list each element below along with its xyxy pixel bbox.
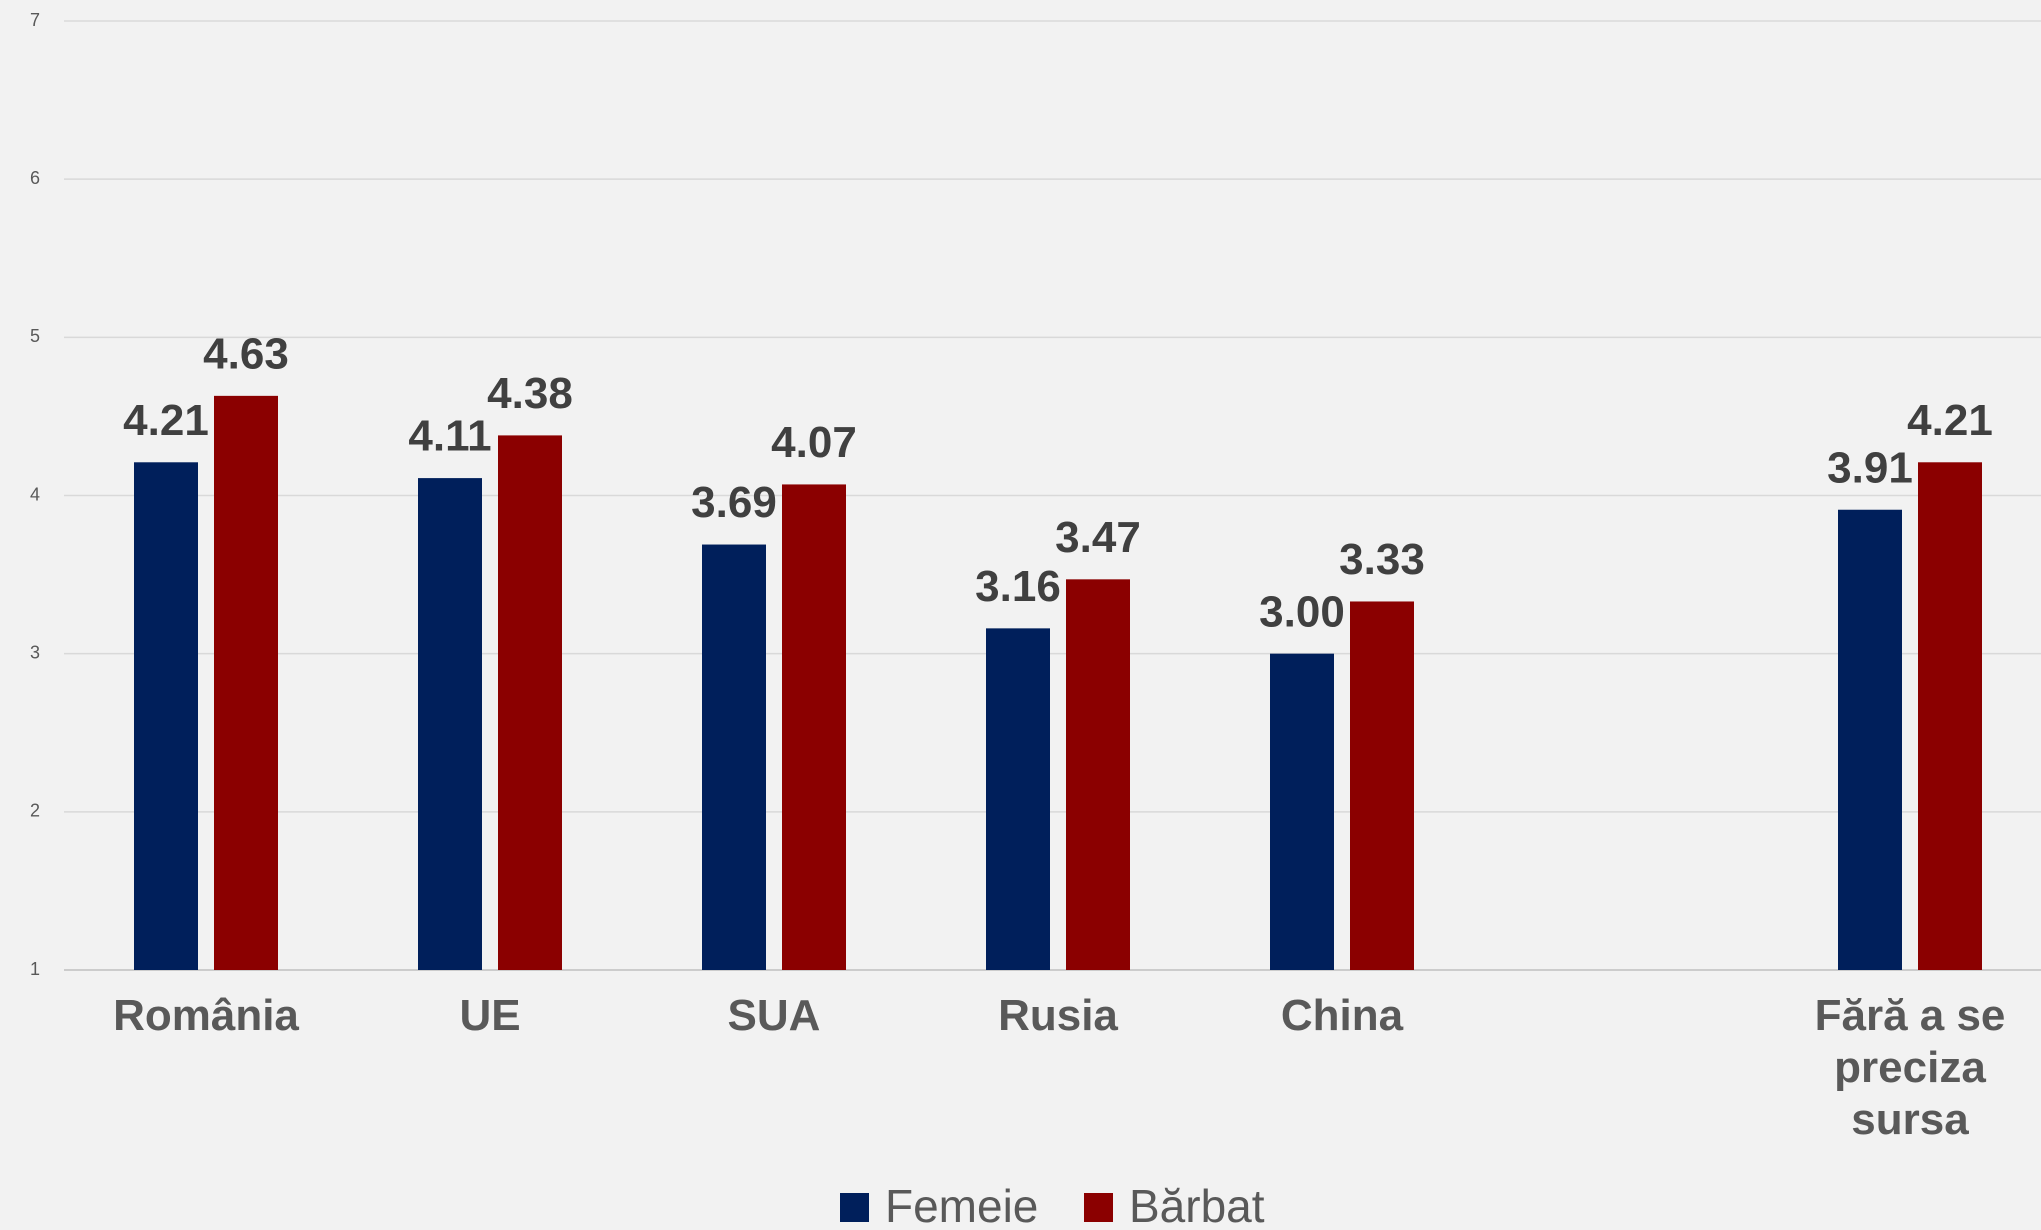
value-label: 4.21 [123, 396, 209, 445]
legend-swatch [1084, 1193, 1113, 1222]
y-tick-label: 5 [30, 326, 40, 346]
y-tick-label: 4 [30, 484, 40, 504]
bar [1838, 509, 1902, 970]
x-tick-label: China [1280, 991, 1404, 1040]
bar [782, 484, 846, 970]
x-tick-label-box: UE [459, 991, 521, 1040]
value-label: 3.91 [1827, 443, 1913, 492]
x-tick-label-box: România [113, 991, 299, 1040]
legend-swatch [840, 1193, 869, 1222]
bar [1066, 579, 1130, 970]
y-tick-label: 3 [30, 642, 40, 662]
value-label: 4.63 [203, 329, 289, 378]
value-label: 3.00 [1259, 587, 1345, 636]
x-tick-label: Fără a se preciza sursa [1814, 991, 2006, 1144]
value-label: 3.47 [1055, 513, 1141, 562]
value-label: 4.38 [487, 369, 573, 418]
bar [498, 435, 562, 970]
x-tick-label-box: Rusia [998, 991, 1118, 1040]
x-tick-label: Rusia [998, 991, 1118, 1040]
bar [418, 478, 482, 970]
x-tick-label: România [113, 991, 299, 1040]
value-label: 4.07 [771, 418, 857, 467]
y-tick-label: 1 [30, 959, 40, 979]
x-tick-label-box: SUA [727, 991, 821, 1040]
x-tick-label-box: Fără a se preciza sursa [1814, 991, 2006, 1144]
bar [986, 628, 1050, 970]
value-label: 3.69 [691, 478, 777, 527]
bar [1350, 601, 1414, 970]
bar [134, 462, 198, 970]
x-tick-label: UE [459, 991, 521, 1040]
bar [1918, 462, 1982, 970]
x-tick-label-box: China [1280, 991, 1404, 1040]
bar [702, 544, 766, 970]
value-label: 4.11 [408, 412, 491, 461]
value-label: 4.21 [1907, 396, 1993, 445]
x-tick-label: SUA [727, 991, 821, 1040]
legend-label: Bărbat [1129, 1180, 1265, 1230]
value-label: 3.16 [975, 562, 1061, 611]
y-tick-label: 2 [30, 801, 40, 821]
y-tick-label: 7 [30, 10, 40, 30]
y-tick-label: 6 [30, 168, 40, 188]
bar [1270, 653, 1334, 970]
bar [214, 395, 278, 971]
value-label: 3.33 [1339, 535, 1425, 584]
legend-label: Femeie [885, 1180, 1038, 1230]
